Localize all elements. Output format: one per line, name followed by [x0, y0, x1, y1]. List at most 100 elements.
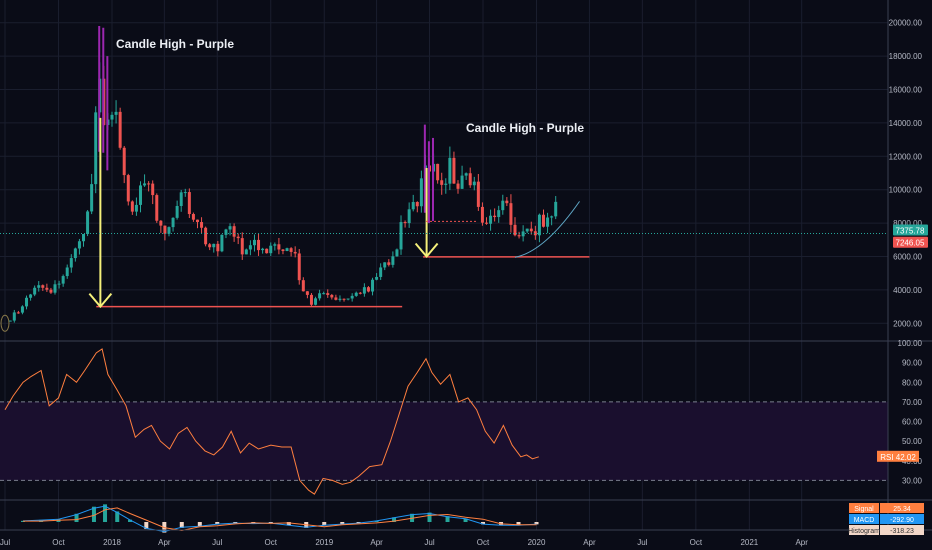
- macd-value-text: -292.90: [890, 517, 914, 524]
- candle-body: [159, 220, 163, 226]
- candle-body: [155, 195, 159, 221]
- candle-body: [554, 201, 558, 217]
- candle-body: [322, 293, 326, 295]
- x-tick-label: 2019: [315, 538, 333, 547]
- rsi-tick-label: 30.00: [902, 476, 923, 485]
- candle-body: [456, 183, 460, 189]
- candle-body: [375, 276, 379, 280]
- x-tick-label: Jul: [637, 538, 647, 547]
- candle-body: [489, 215, 493, 224]
- rsi-tick-label: 60.00: [902, 418, 923, 427]
- rsi-band-fill: [0, 401, 888, 481]
- candle-body: [110, 114, 114, 120]
- x-tick-label: Apr: [370, 538, 383, 547]
- price-tick-label: 18000.00: [889, 52, 923, 61]
- candle-body: [529, 228, 533, 232]
- candle-body: [395, 249, 399, 257]
- candle-body: [204, 227, 208, 245]
- candle-body: [285, 248, 289, 252]
- candle-body: [90, 184, 94, 212]
- price-panel: [0, 26, 888, 332]
- rsi-value-tag: [877, 450, 919, 462]
- candle-body: [289, 248, 293, 252]
- rsi-line: [4, 348, 539, 495]
- candle-body: [505, 200, 509, 204]
- price-tag: [893, 236, 928, 248]
- candle-body: [151, 183, 155, 196]
- candle-body: [86, 211, 90, 234]
- candle-body: [309, 294, 313, 305]
- candle-body: [261, 248, 265, 251]
- candle-body: [183, 192, 187, 194]
- candle-body: [114, 111, 118, 115]
- candle-body: [533, 231, 537, 236]
- candle-body: [297, 253, 301, 281]
- candle-body: [25, 297, 29, 307]
- candle-body: [546, 217, 550, 227]
- macd-histogram-bar: [427, 512, 432, 522]
- candle-body: [134, 204, 138, 212]
- macd-histogram-bar: [463, 518, 468, 522]
- macd-label-text: Signal: [854, 506, 874, 513]
- macd-histogram-bar: [481, 522, 486, 525]
- start-marker: [0, 314, 10, 332]
- candle-body: [366, 287, 370, 292]
- candle-body: [497, 210, 501, 218]
- candle-body: [228, 226, 232, 230]
- candle-body: [419, 178, 423, 207]
- candle-body: [521, 231, 525, 237]
- candle-body: [57, 283, 61, 285]
- candle-body: [464, 173, 468, 176]
- candle-body: [269, 245, 273, 254]
- candle-body: [342, 298, 346, 300]
- annotation-candle-high-2: Candle High - Purple: [466, 121, 585, 135]
- x-tick-label: Oct: [52, 538, 65, 547]
- x-tick-label: Oct: [477, 538, 490, 547]
- macd-value-tag: [880, 525, 924, 535]
- candle-body: [318, 293, 322, 299]
- candle-body: [143, 183, 147, 186]
- candle-body: [501, 200, 505, 211]
- macd-histogram-bar: [74, 513, 79, 522]
- x-tick-label: Oct: [265, 538, 278, 547]
- candle-body: [53, 284, 57, 293]
- candle-body: [448, 157, 452, 184]
- candle-body: [301, 280, 305, 292]
- macd-histogram-bar: [322, 522, 327, 526]
- candle-body: [122, 147, 126, 176]
- candle-body: [49, 289, 53, 293]
- candle-body: [362, 287, 366, 294]
- candle-body: [126, 175, 130, 202]
- x-tick-label: Jul: [0, 538, 10, 547]
- candle-body: [460, 175, 464, 189]
- candle-body: [29, 294, 33, 298]
- macd-histogram-bar: [128, 519, 133, 522]
- macd-value-text: -318.23: [890, 528, 914, 535]
- x-tick-label: Apr: [583, 538, 596, 547]
- candle-body: [440, 180, 444, 185]
- candle-body: [220, 234, 224, 252]
- candle-body: [493, 215, 497, 218]
- candle-body: [257, 239, 261, 251]
- candle-body: [415, 202, 419, 207]
- candle-body: [281, 249, 285, 252]
- macd-histogram-bar: [103, 504, 108, 522]
- candle-body: [130, 201, 134, 212]
- candle-body: [399, 222, 403, 250]
- candle-body: [509, 203, 513, 225]
- candle-body: [334, 297, 338, 300]
- rsi-value-text: RSI 42.02: [880, 453, 916, 462]
- macd-histogram-bar: [179, 522, 184, 528]
- candle-body: [224, 229, 228, 235]
- candle-body: [240, 238, 244, 255]
- candle-body: [252, 239, 256, 246]
- candle-body: [411, 202, 415, 210]
- macd-histogram-bar: [340, 522, 345, 525]
- signal-line: [23, 507, 537, 532]
- rsi-panel: [0, 348, 888, 495]
- candle-body: [379, 267, 383, 277]
- candle-body: [45, 287, 49, 290]
- candle-body: [305, 291, 309, 295]
